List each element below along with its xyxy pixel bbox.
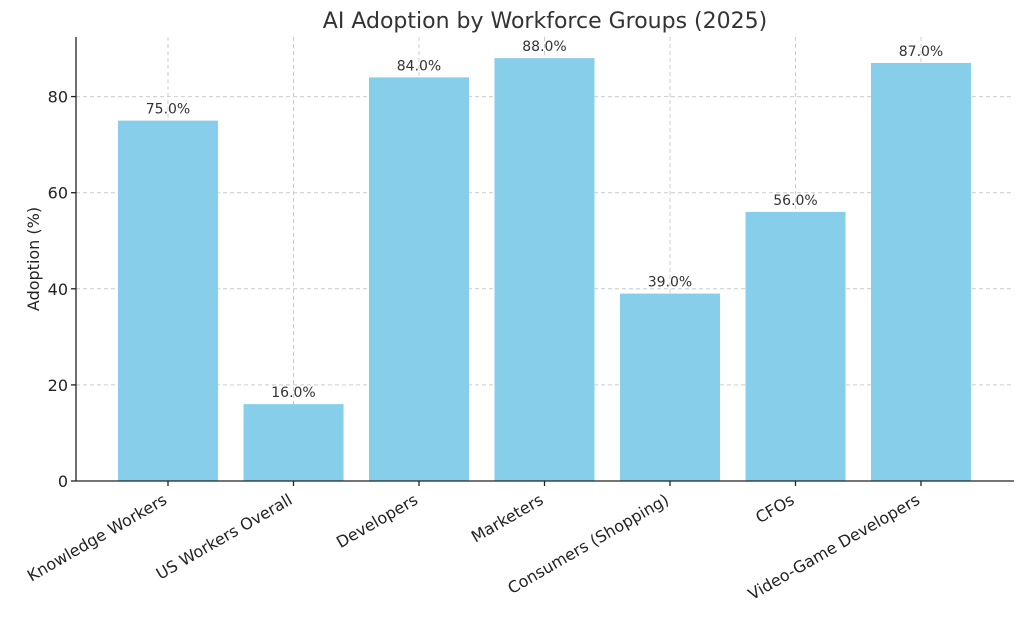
bar — [745, 211, 846, 481]
bar-value-label: 75.0% — [146, 102, 190, 118]
y-tick-label: 40 — [48, 280, 68, 299]
y-tick-label: 80 — [48, 88, 68, 107]
bar-value-label: 39.0% — [648, 275, 692, 291]
bar — [243, 404, 344, 481]
y-tick-label: 20 — [48, 376, 68, 395]
bar — [369, 77, 469, 481]
x-tick-label: Knowledge Workers — [24, 490, 170, 585]
bar-value-label: 87.0% — [899, 44, 943, 60]
bars — [118, 58, 971, 482]
x-tick-label: US Workers Overall — [153, 490, 296, 583]
chart-title: AI Adoption by Workforce Groups (2025) — [323, 9, 767, 34]
bar-value-label: 84.0% — [397, 58, 441, 74]
y-tick-label: 0 — [58, 472, 68, 491]
bar-value-label: 88.0% — [522, 39, 566, 55]
bar — [494, 58, 595, 482]
bar — [871, 62, 971, 481]
data-labels: 75.0% 16.0% 84.0% 88.0% 39.0% 56.0% 87.0% — [146, 39, 943, 401]
y-tick-label: 60 — [48, 184, 68, 203]
x-tick-label: CFOs — [752, 490, 797, 527]
y-axis-label: Adoption (%) — [24, 207, 43, 311]
bar — [620, 293, 720, 481]
bar-value-label: 16.0% — [271, 385, 315, 401]
x-tick-label: Developers — [333, 490, 421, 552]
bar — [118, 120, 218, 482]
bar-value-label: 56.0% — [773, 193, 817, 209]
x-tick-label: Marketers — [468, 490, 547, 546]
